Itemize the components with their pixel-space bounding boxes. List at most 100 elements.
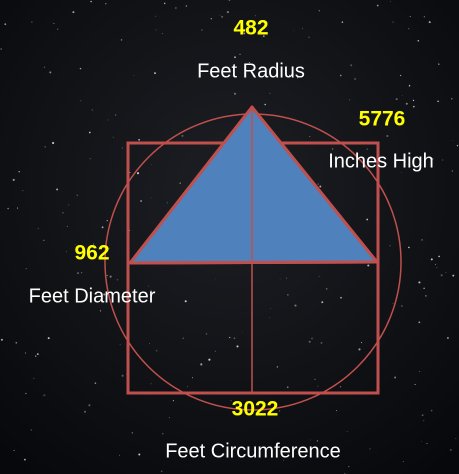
star [95,382,97,384]
base-line [130,262,377,263]
star [302,28,303,29]
star [392,21,393,22]
star [319,276,320,277]
star [108,120,109,121]
star [239,54,240,55]
star [162,433,163,434]
star [31,22,32,23]
star [33,378,34,379]
star [181,135,183,137]
star [179,182,181,184]
star [17,208,18,209]
star [131,432,133,434]
diameter-value: 962 [74,242,109,265]
star [452,140,453,141]
star [81,272,82,273]
star [7,208,9,210]
star [340,297,342,299]
star [14,450,15,451]
star [321,301,323,303]
star [336,410,337,411]
star [24,459,26,461]
star [361,342,362,343]
star [442,160,443,161]
star [264,104,266,106]
star [80,100,81,101]
star [208,359,210,361]
star [52,142,54,144]
star [185,300,187,302]
star [151,164,152,165]
star [236,345,238,347]
star [151,198,152,199]
star [48,337,50,339]
height-value: 5776 [359,108,406,131]
star [4,23,6,25]
star [151,383,152,384]
star [44,67,45,68]
star [183,338,184,339]
star [400,75,401,76]
star [67,226,68,227]
star [35,355,36,356]
star [154,72,156,74]
star [369,448,370,449]
star [156,29,157,30]
star [309,136,310,137]
star [342,21,344,23]
star [438,256,440,258]
star [401,305,402,306]
star [349,99,350,100]
star [115,114,116,115]
star [417,40,419,42]
star [435,264,436,265]
star [396,98,398,100]
star [80,68,81,69]
star [156,350,158,352]
star [390,1,391,2]
star [129,172,130,173]
star [113,137,114,138]
star [293,30,294,31]
star [437,267,438,268]
star [421,441,422,442]
star [315,379,316,380]
star [402,95,403,96]
star [422,414,424,416]
star [408,247,410,249]
star [340,75,342,77]
star [187,386,188,387]
star [406,103,408,105]
star [350,64,352,66]
star [229,337,230,338]
star [173,400,174,401]
star [90,158,91,159]
star [161,471,162,472]
star [424,16,425,17]
star [102,226,104,228]
star [117,279,118,280]
star [269,93,270,94]
star [319,186,321,188]
star [326,288,327,289]
star [234,93,236,95]
star [1,339,3,341]
star [354,78,356,80]
star [206,333,208,335]
star [175,7,176,8]
star [120,344,121,345]
star [200,363,202,365]
star [429,21,431,23]
star [167,202,168,203]
star [321,342,323,344]
star [121,39,123,41]
star [409,85,410,86]
star [211,18,212,19]
star [377,5,379,7]
star [269,317,270,318]
star [418,281,420,283]
star [215,278,216,279]
star [138,454,140,456]
star [426,443,427,444]
star [107,220,108,221]
